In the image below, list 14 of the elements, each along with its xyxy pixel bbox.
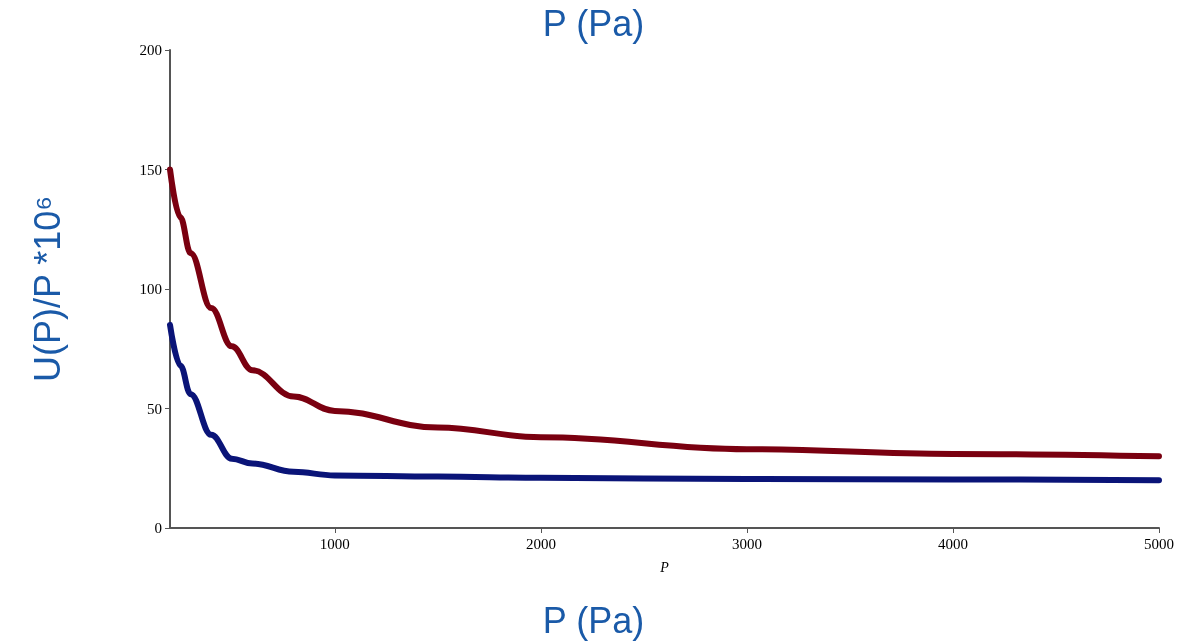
y-axis-title: U(P)/P *10⁶: [26, 195, 68, 383]
x-tick-label: 4000: [937, 535, 968, 552]
x-tick-label: 1000: [319, 535, 350, 552]
y-tick-label: 100: [139, 281, 162, 297]
y-tick-label: 0: [154, 520, 162, 536]
x-tick-label: 5000: [1144, 535, 1174, 552]
x-tick-label: 2000: [525, 535, 556, 552]
chart-title: P (Pa): [542, 2, 645, 44]
x-tick-label: 3000: [731, 535, 762, 552]
text: P (Pa): [542, 599, 645, 641]
y-tick-label: 200: [139, 42, 162, 58]
y-tick-label: 50: [147, 400, 162, 417]
y-tick-label: 150: [139, 161, 162, 178]
x-axis-title: P: [659, 559, 670, 575]
